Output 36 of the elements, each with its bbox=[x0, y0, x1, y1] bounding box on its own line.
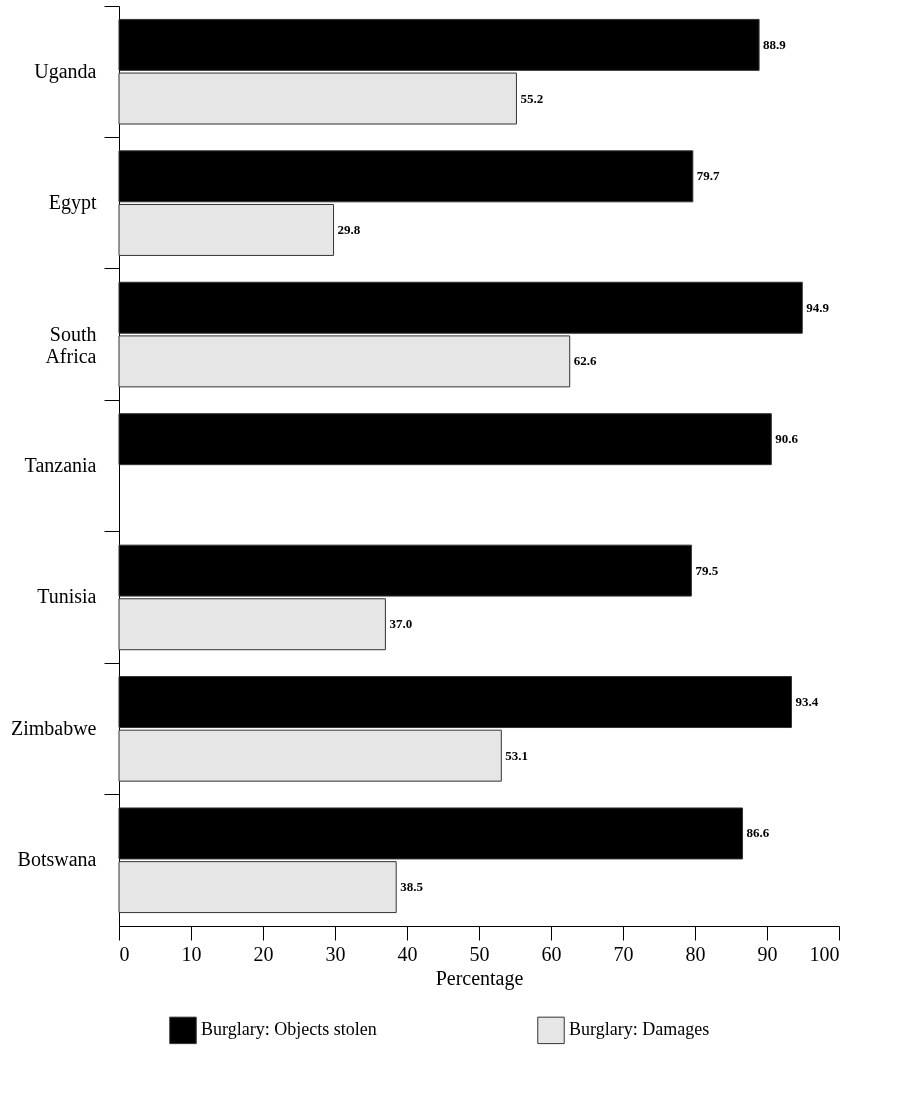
y-tick-label: Egypt bbox=[48, 191, 97, 215]
legend-label: Burglary: Objects stolen bbox=[201, 1019, 377, 1040]
x-tick-label: 0 bbox=[119, 942, 130, 965]
x-tick-label: 90 bbox=[757, 942, 778, 965]
data-label: 88.9 bbox=[763, 36, 787, 52]
data-label: 90.6 bbox=[775, 431, 799, 447]
x-tick-label: 30 bbox=[325, 942, 346, 965]
x-tick-label: 50 bbox=[469, 942, 490, 965]
y-tick-label: Tunisia bbox=[37, 585, 97, 608]
bar bbox=[118, 729, 502, 782]
data-label: 86.6 bbox=[746, 825, 770, 841]
data-label: 29.8 bbox=[337, 221, 361, 237]
x-axis-title: Percentage bbox=[435, 966, 524, 990]
x-tick-label: 60 bbox=[541, 942, 562, 965]
data-label: 62.6 bbox=[573, 353, 597, 369]
x-tick-label: 80 bbox=[685, 942, 706, 965]
y-tick-label: Tanzania bbox=[24, 454, 97, 476]
data-label: 93.4 bbox=[795, 694, 819, 710]
data-label: 37.0 bbox=[389, 616, 413, 632]
data-label: 53.1 bbox=[505, 747, 529, 763]
bar bbox=[118, 203, 335, 256]
y-tick-label: South Africa bbox=[45, 322, 97, 367]
data-label: 55.2 bbox=[520, 90, 544, 106]
y-tick-label: Zimbabwe bbox=[10, 716, 97, 739]
y-tick-label: Uganda bbox=[34, 59, 97, 83]
x-tick-label: 40 bbox=[397, 942, 418, 965]
x-tick-label: 10 bbox=[181, 942, 202, 965]
data-label: 94.9 bbox=[806, 299, 830, 315]
x-tick-label: 70 bbox=[613, 942, 634, 965]
y-tick-label: Botswana bbox=[17, 848, 97, 871]
data-label: 79.7 bbox=[696, 168, 721, 184]
x-tick-label: 20 bbox=[253, 942, 274, 965]
legend-label: Burglary: Damages bbox=[569, 1019, 710, 1040]
x-tick-label: 100 bbox=[809, 942, 840, 965]
data-label: 79.5 bbox=[695, 562, 719, 578]
data-label: 38.5 bbox=[400, 879, 424, 895]
